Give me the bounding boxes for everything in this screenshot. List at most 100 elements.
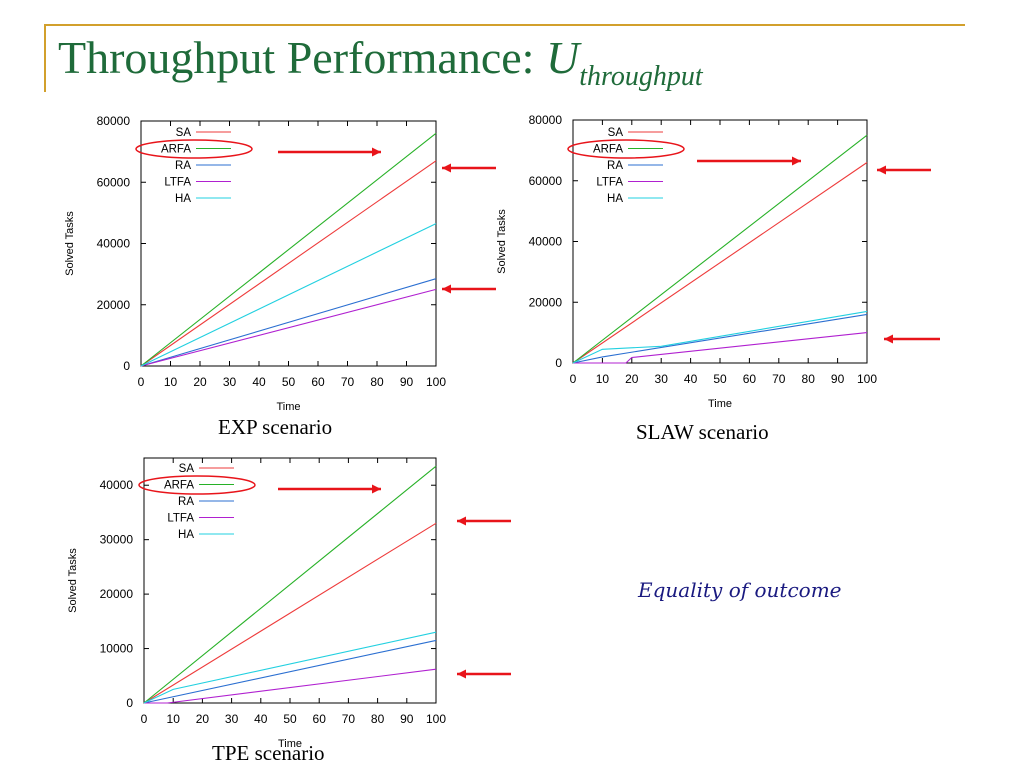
title-variable: U	[545, 32, 580, 83]
title-subscript: throughput	[579, 61, 703, 92]
chart-tpe-legend-label-arfa: ARFA	[164, 480, 194, 492]
chart-tpe-series-arfa	[143, 465, 437, 704]
chart-tpe-y-tick-label: 10000	[100, 642, 134, 656]
chart-slaw-x-axis-label: Time	[708, 398, 732, 410]
chart-tpe-callout-arrow-head	[457, 669, 466, 679]
chart-tpe-legend-label-sa: SA	[179, 463, 195, 475]
chart-tpe-legend-label-ra: RA	[178, 496, 194, 508]
chart-slaw-x-tick-label: 20	[625, 372, 639, 386]
chart-exp-series-ha	[140, 223, 437, 367]
chart-slaw-callout-arrow-head	[792, 156, 801, 166]
chart-tpe-legend-highlight-ellipse	[138, 475, 256, 495]
chart-exp-callout-arrow-head	[442, 163, 451, 173]
chart-exp-x-tick-label: 100	[426, 375, 446, 389]
chart-slaw-x-tick-label: 0	[570, 372, 577, 386]
chart-slaw-y-tick-label: 20000	[529, 295, 563, 309]
chart-exp-legend-label-ra: RA	[175, 160, 191, 172]
chart-exp-x-tick-label: 40	[252, 375, 266, 389]
chart-tpe-y-tick-label: 30000	[100, 533, 134, 547]
title-accent-horizontal-line	[44, 24, 965, 26]
chart-slaw-x-tick-label: 80	[802, 372, 816, 386]
chart-exp-x-tick-label: 60	[311, 375, 325, 389]
chart-slaw-legend-label-arfa: ARFA	[593, 144, 623, 156]
chart-slaw-series-sa	[572, 162, 868, 364]
chart-tpe-legend-label-ha: HA	[178, 529, 194, 541]
chart-tpe-legend-label-ltfa: LTFA	[167, 513, 194, 525]
chart-caption-slaw: SLAW scenario	[636, 420, 769, 444]
chart-exp-x-tick-label: 50	[282, 375, 296, 389]
chart-tpe-x-tick-label: 90	[400, 712, 414, 726]
chart-caption-exp: EXP scenario	[218, 415, 333, 439]
chart-exp-legend-label-ha: HA	[175, 193, 191, 205]
chart-tpe-x-tick-label: 0	[141, 712, 148, 726]
chart-slaw-legend-label-sa: SA	[608, 127, 624, 139]
chart-tpe-x-tick-label: 60	[313, 712, 327, 726]
chart-slaw-y-tick-label: 60000	[529, 174, 563, 188]
chart-exp-x-tick-label: 0	[138, 375, 145, 389]
chart-slaw-series-ltfa	[573, 332, 868, 364]
chart-exp-y-tick-label: 80000	[97, 114, 131, 128]
chart-slaw-legend-label-ltfa: LTFA	[596, 177, 623, 189]
chart-tpe-x-tick-label: 80	[371, 712, 385, 726]
title-accent-vertical-line	[44, 24, 46, 92]
chart-slaw-y-tick-label: 40000	[529, 235, 563, 249]
chart-slaw-x-tick-label: 90	[831, 372, 845, 386]
chart-tpe-x-tick-label: 40	[254, 712, 268, 726]
chart-slaw-y-tick-label: 80000	[529, 113, 563, 127]
chart-slaw-plot-frame	[572, 119, 868, 364]
chart-tpe-y-tick-label: 0	[126, 696, 133, 710]
chart-slaw-series-ra	[572, 313, 868, 364]
chart-exp-x-tick-label: 20	[193, 375, 207, 389]
chart-caption-tpe: TPE scenario	[212, 741, 325, 765]
chart-exp-x-tick-label: 90	[400, 375, 414, 389]
chart-tpe-callout-arrow-head	[372, 484, 381, 494]
chart-slaw-callout-arrow-head	[884, 334, 893, 344]
chart-slaw-x-tick-label: 40	[684, 372, 698, 386]
chart-exp-y-axis-label: Solved Tasks	[64, 211, 76, 276]
chart-tpe-x-tick-label: 20	[196, 712, 210, 726]
chart-tpe-x-tick-label: 10	[167, 712, 181, 726]
chart-slaw-x-tick-label: 30	[655, 372, 669, 386]
chart-slaw-callout-arrow-head	[877, 165, 886, 175]
chart-exp-x-tick-label: 80	[370, 375, 384, 389]
chart-slaw-series-ha	[572, 310, 868, 364]
chart-tpe-y-tick-label: 40000	[100, 478, 134, 492]
chart-tpe-series-sa	[143, 522, 437, 704]
chart-tpe-x-tick-label: 30	[225, 712, 239, 726]
chart-exp-x-tick-label: 30	[223, 375, 237, 389]
chart-slaw-x-tick-label: 100	[857, 372, 877, 386]
chart-exp-series-ltfa	[140, 288, 437, 367]
chart-exp-y-tick-label: 20000	[97, 298, 131, 312]
chart-slaw-x-tick-label: 10	[596, 372, 610, 386]
chart-exp-x-tick-label: 70	[341, 375, 355, 389]
chart-tpe-x-tick-label: 100	[426, 712, 446, 726]
chart-exp-series-ra	[140, 278, 437, 367]
chart-exp-legend-label-ltfa: LTFA	[164, 177, 191, 189]
chart-slaw-y-axis-label: Solved Tasks	[496, 209, 508, 274]
chart-tpe-callout-arrow-head	[457, 516, 466, 526]
chart-exp-y-tick-label: 0	[123, 359, 130, 373]
chart-exp-legend-highlight-ellipse	[135, 139, 253, 159]
chart-exp-series-sa	[140, 160, 437, 367]
chart-tpe-series-ra	[143, 639, 437, 704]
chart-slaw-legend-label-ha: HA	[607, 193, 623, 205]
chart-slaw-legend-highlight-ellipse	[567, 139, 685, 159]
chart-tpe-x-tick-label: 70	[342, 712, 356, 726]
chart-exp-x-axis-label: Time	[276, 401, 300, 413]
chart-exp-y-tick-label: 60000	[97, 175, 131, 189]
chart-tpe-y-tick-label: 20000	[100, 587, 134, 601]
chart-slaw-x-tick-label: 50	[713, 372, 727, 386]
chart-slaw-series-arfa	[572, 134, 868, 364]
chart-exp-callout-arrow-head	[372, 147, 381, 157]
chart-exp-x-tick-label: 10	[164, 375, 178, 389]
chart-exp-legend-label-arfa: ARFA	[161, 144, 191, 156]
chart-tpe-x-tick-label: 50	[283, 712, 297, 726]
chart-exp-series-arfa	[140, 132, 437, 367]
chart-slaw-x-tick-label: 60	[743, 372, 757, 386]
chart-exp-y-tick-label: 40000	[97, 237, 131, 251]
chart-exp-legend-label-sa: SA	[176, 127, 192, 139]
chart-tpe-plot-frame	[143, 457, 437, 704]
slide-title: Throughput Performance: Uthroughput	[58, 30, 703, 93]
chart-slaw-x-tick-label: 70	[772, 372, 786, 386]
